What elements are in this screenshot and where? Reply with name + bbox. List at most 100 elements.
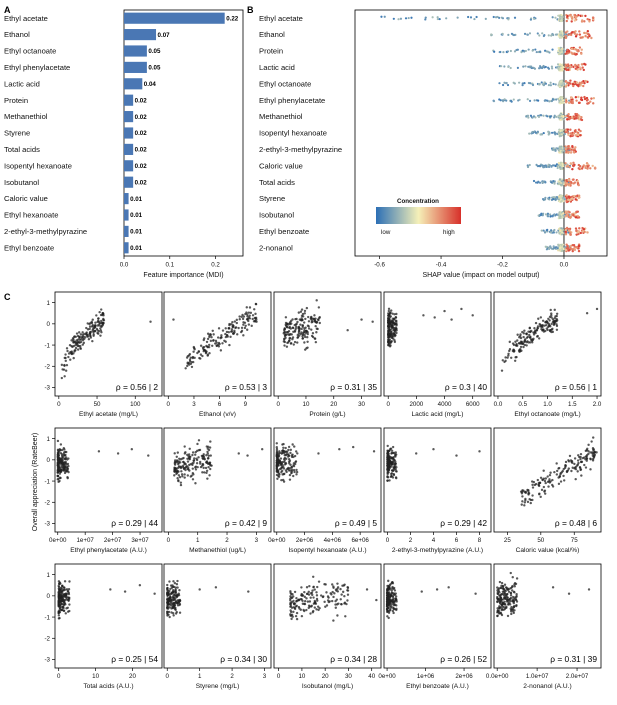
data-point: [557, 482, 561, 486]
shap-point: [565, 165, 568, 168]
shap-point: [565, 194, 568, 197]
data-point: [387, 600, 391, 603]
data-point: [340, 602, 343, 606]
shap-point: [569, 134, 572, 138]
shap-point: [574, 67, 577, 70]
data-point: [323, 600, 326, 604]
data-point: [75, 332, 79, 335]
data-point: [291, 326, 295, 329]
data-point: [235, 318, 239, 322]
data-point: [389, 333, 392, 337]
data-point: [174, 597, 177, 601]
data-point: [305, 306, 309, 310]
x-tick-label: 3: [255, 537, 259, 544]
data-point: [284, 316, 288, 319]
data-point: [60, 376, 64, 380]
data-point: [169, 595, 172, 598]
data-point: [346, 589, 350, 592]
data-point: [303, 335, 307, 339]
subplot-frame: [163, 427, 272, 533]
data-point: [182, 456, 185, 460]
data-point: [550, 322, 553, 326]
data-point: [387, 450, 390, 453]
data-point: [450, 318, 453, 321]
data-point: [175, 459, 179, 462]
bar-value-label: 0.02: [135, 130, 148, 137]
data-point: [100, 319, 103, 323]
data-point: [192, 459, 196, 462]
shap-point: [559, 196, 562, 200]
bar-value-label: 0.01: [130, 245, 143, 252]
data-point: [305, 608, 308, 612]
data-point: [58, 449, 62, 452]
data-point: [510, 605, 513, 609]
shap-point: [531, 49, 534, 52]
data-point: [387, 321, 390, 324]
data-point: [173, 604, 177, 607]
shap-point: [553, 149, 556, 152]
x-tick-label: 0e+00: [49, 537, 67, 544]
data-point: [199, 344, 203, 347]
shap-point: [542, 131, 545, 135]
shap-point: [575, 233, 578, 236]
shap-point: [503, 98, 506, 101]
data-point: [312, 575, 315, 578]
x-tick-label: 0: [386, 401, 390, 408]
data-point: [312, 585, 315, 589]
data-point: [275, 467, 278, 470]
data-point: [227, 327, 230, 330]
shap-point: [554, 83, 557, 86]
data-point: [306, 336, 309, 339]
data-point: [301, 337, 305, 340]
data-point: [191, 478, 195, 481]
data-point: [207, 448, 211, 452]
shap-point: [492, 15, 495, 19]
data-point: [564, 465, 567, 468]
data-point: [587, 452, 590, 456]
data-point: [471, 314, 474, 317]
data-point: [391, 312, 394, 315]
x-tick-label: 2: [230, 673, 234, 680]
data-point: [191, 355, 195, 359]
data-point: [513, 597, 516, 601]
data-point: [285, 470, 288, 474]
x-tick-label: 2.0: [593, 401, 602, 408]
shap-point: [576, 68, 579, 71]
data-point: [61, 448, 64, 452]
shap-point: [528, 99, 532, 102]
data-point: [90, 325, 94, 328]
data-point: [303, 600, 307, 603]
correlation-annotation: ρ = 0.53 | 3: [225, 382, 267, 392]
data-point: [385, 590, 389, 594]
bar-category-label: Ethyl octanoate: [4, 47, 56, 56]
data-point: [76, 334, 80, 338]
shap-point: [586, 36, 590, 39]
data-point: [79, 347, 82, 350]
data-point: [592, 451, 596, 454]
shap-point: [573, 19, 577, 22]
data-point: [508, 598, 511, 601]
shap-point: [469, 16, 473, 19]
data-point: [555, 328, 559, 331]
shap-point: [549, 81, 552, 84]
data-point: [100, 308, 103, 311]
data-point: [72, 356, 75, 360]
data-point: [275, 461, 278, 464]
bar-value-label: 0.02: [135, 97, 148, 104]
shap-point: [531, 130, 534, 134]
data-point: [179, 465, 183, 468]
data-point: [79, 340, 83, 344]
data-point: [57, 587, 61, 591]
data-point: [291, 453, 294, 456]
data-point: [292, 464, 295, 467]
subplot-x-label: Isobutanol (mg/L): [302, 683, 353, 690]
shap-point: [590, 97, 593, 100]
data-point: [512, 601, 516, 605]
data-point: [302, 608, 305, 612]
data-point: [66, 590, 70, 593]
subplot-x-label: Isopentyl hexanoate (A.U.): [288, 547, 366, 554]
shap-point: [555, 33, 559, 36]
